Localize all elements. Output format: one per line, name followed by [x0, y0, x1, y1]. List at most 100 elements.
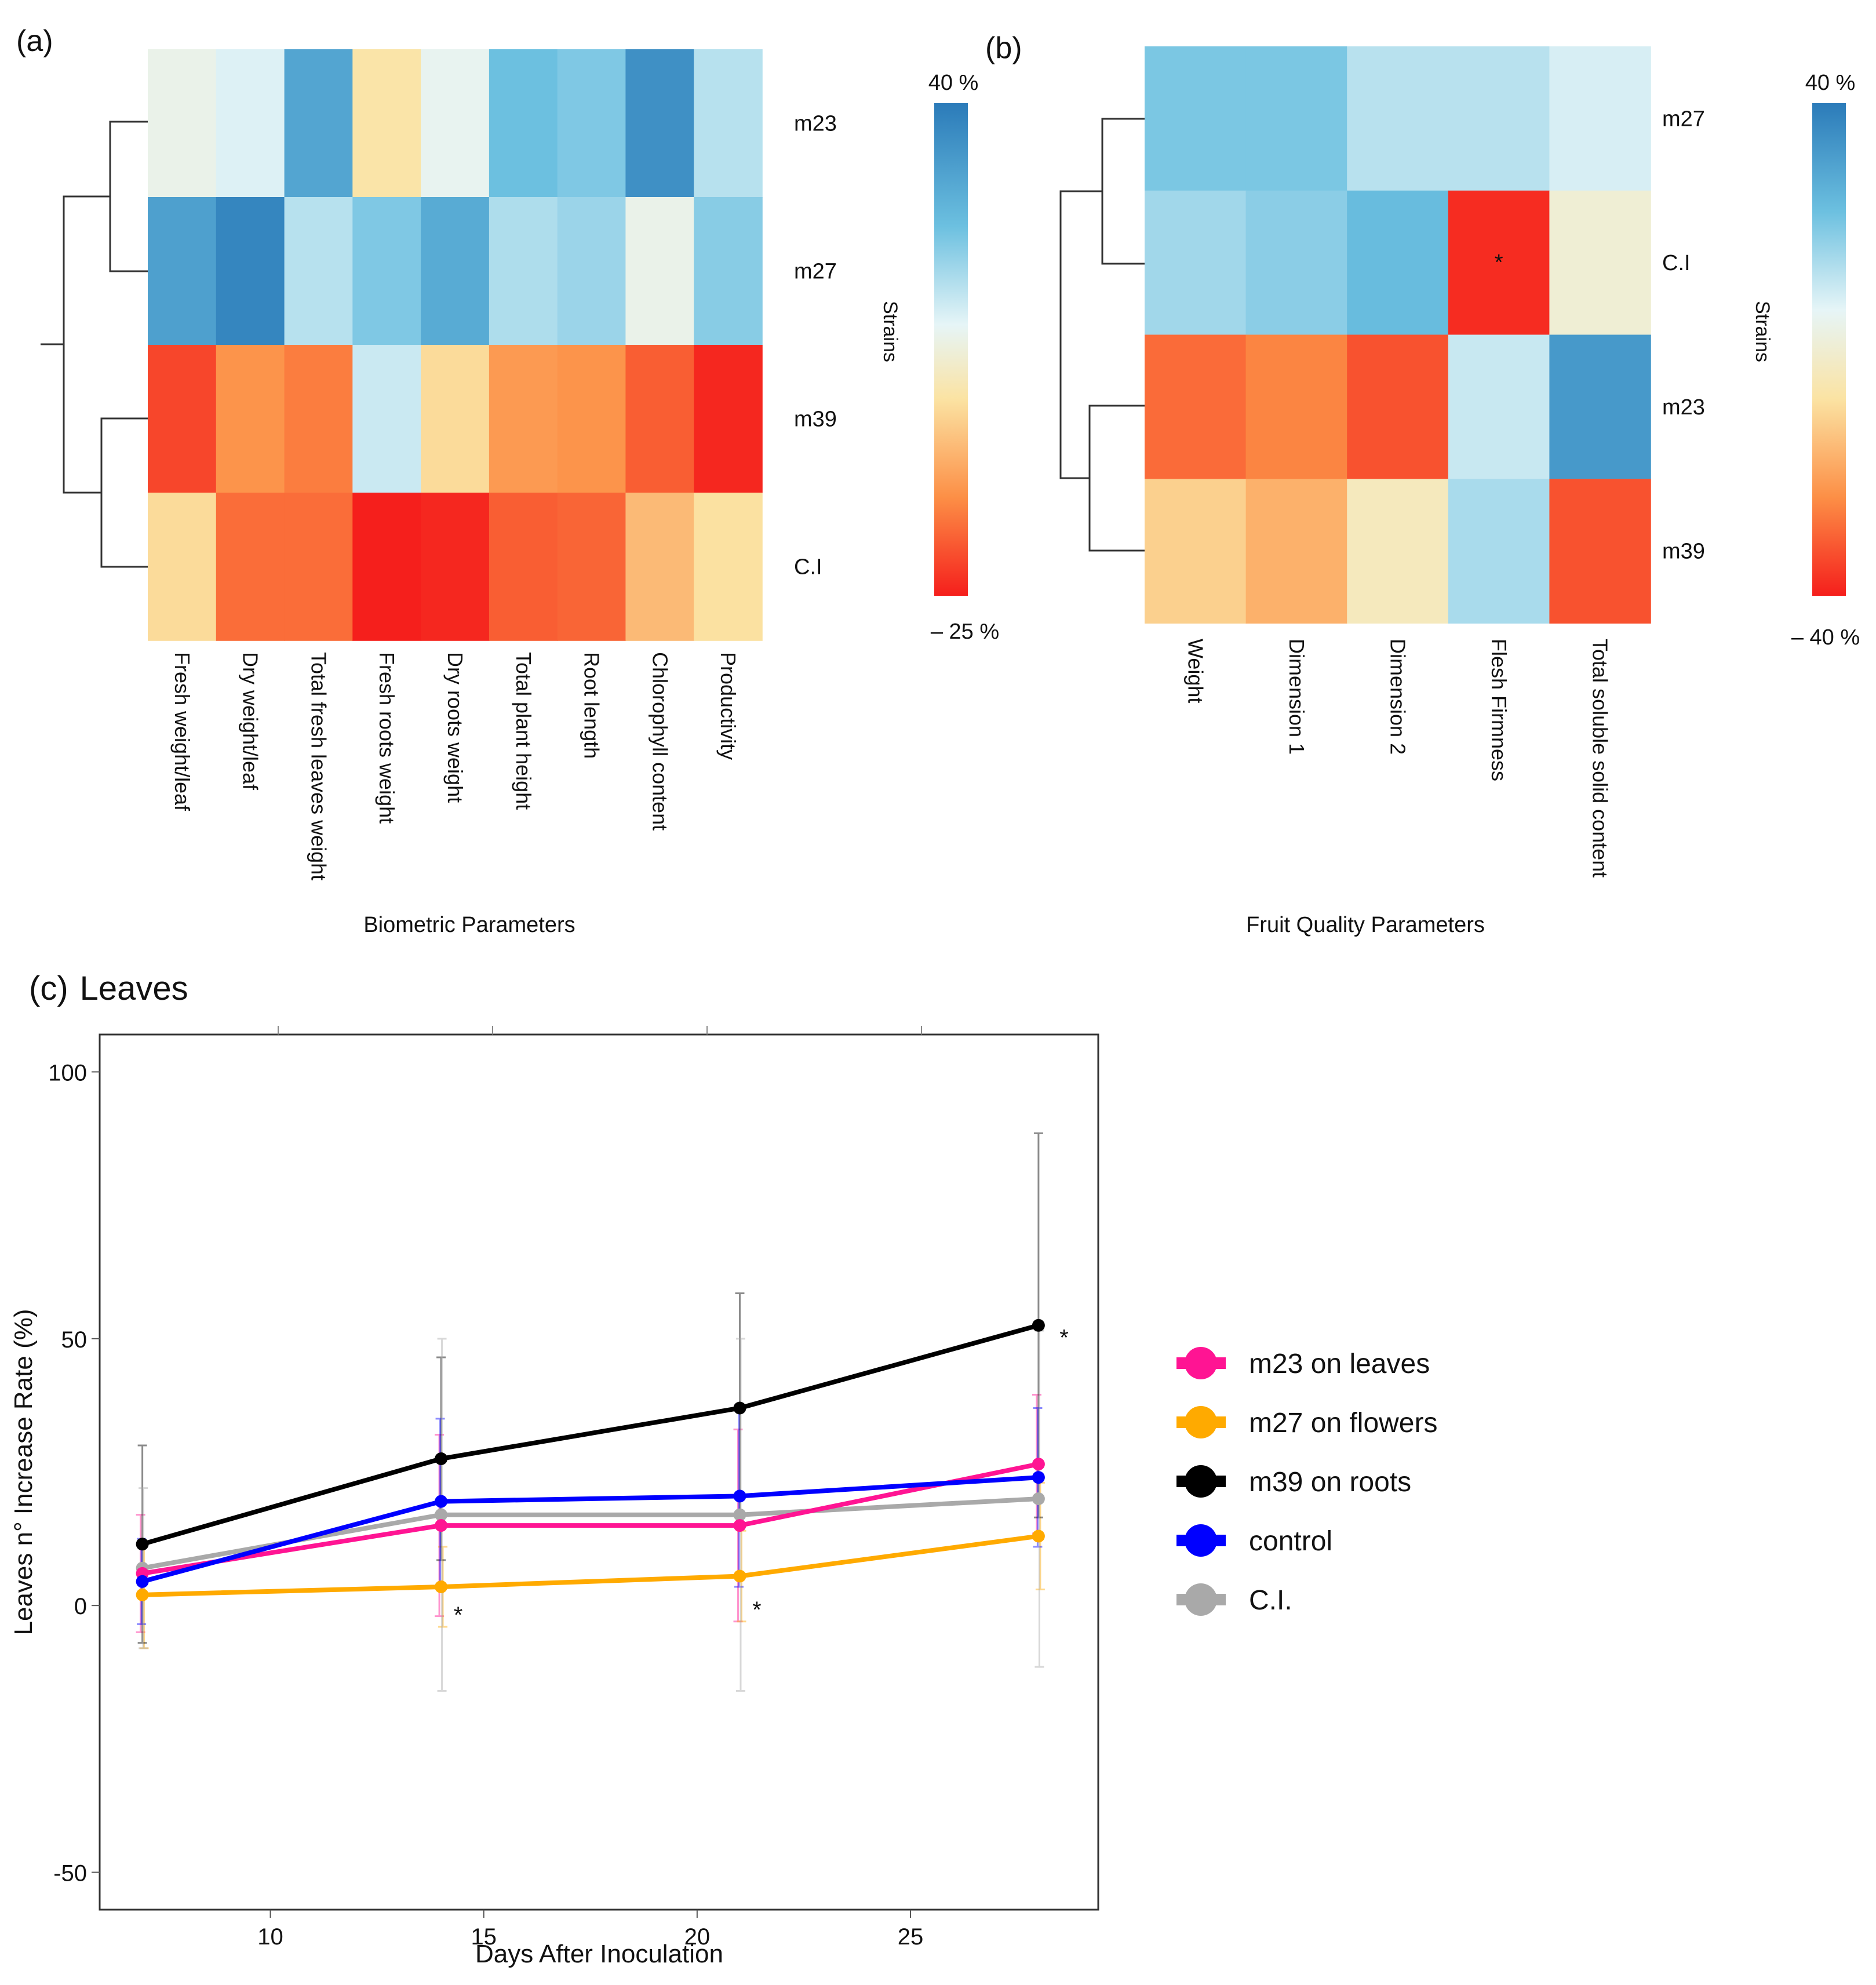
heatmap-b-xlabel: Fruit Quality Parameters	[1246, 913, 1485, 937]
colorbar-a	[934, 103, 968, 596]
series-line	[141, 1462, 1039, 1576]
legend-item: m39 on roots	[1176, 1465, 1411, 1498]
line-chart-top-ticks	[278, 1026, 922, 1035]
heatmap-cell	[1448, 334, 1550, 480]
colorbar-b	[1812, 103, 1846, 596]
heatmap-cell	[1347, 190, 1449, 336]
heatmap-cell	[1549, 334, 1651, 480]
legend-item: control	[1176, 1524, 1332, 1557]
data-point	[733, 1489, 746, 1503]
heatmap-cell	[557, 493, 626, 641]
line-chart-plot-area	[99, 1033, 1099, 1911]
heatmap-cell	[1448, 190, 1550, 336]
heatmap-column-label: Chlorophyll content	[648, 652, 672, 831]
heatmap-column-label: Productivity	[716, 652, 740, 760]
heatmap-row-label: m27	[1662, 107, 1705, 131]
heatmap-column-label: Dimension 1	[1285, 639, 1309, 755]
data-point	[1032, 1471, 1045, 1484]
heatmap-cell	[421, 49, 490, 198]
line-chart-axes: -50 0 50 100 10 15 20 25	[48, 1060, 923, 1950]
heatmap-cell	[557, 49, 626, 198]
heatmap-cell	[1549, 190, 1651, 336]
legend-item: m23 on leaves	[1176, 1347, 1430, 1379]
x-tick-label: 20	[684, 1924, 711, 1950]
heatmap-column-label: Fresh roots weight	[375, 652, 399, 824]
heatmap-row-label: m39	[794, 407, 837, 432]
heatmap-annotation: *	[1495, 250, 1503, 275]
line-chart-annotations: * * *	[454, 1325, 1069, 1628]
heatmap-cell	[352, 197, 421, 345]
data-point	[435, 1508, 448, 1521]
heatmap-cell	[694, 49, 763, 198]
heatmap-row-label: m39	[1662, 540, 1705, 564]
heatmap-cell	[284, 493, 354, 641]
heatmap-column-label: Dimension 2	[1386, 639, 1410, 755]
heatmap-column-label: Fresh weight/leaf	[170, 652, 194, 811]
heatmap-cell	[216, 49, 285, 198]
heatmap-b-column-labels: Weight Dimension 1 Dimension 2 Flesh Firmne…	[1183, 639, 1612, 877]
heatmap-row-label: C.I	[794, 555, 822, 580]
panel-a-dendrogram	[41, 121, 148, 568]
panel-b-dendrogram	[1059, 118, 1145, 552]
heatmap-cell	[216, 345, 285, 493]
panel-b-label: (b)	[985, 31, 1022, 65]
heatmap-cell	[1245, 46, 1347, 191]
data-point	[136, 1538, 149, 1551]
heatmap-cell	[1245, 190, 1347, 336]
data-point	[435, 1519, 448, 1532]
heatmap-row-label: m23	[794, 112, 837, 136]
colorbar-a-min-label: – 25 %	[931, 620, 999, 644]
data-point	[435, 1580, 448, 1593]
legend-item: m27 on flowers	[1176, 1406, 1437, 1438]
data-point	[1032, 1458, 1045, 1471]
heatmap-cell	[421, 493, 490, 641]
heatmap-b-row-labels: m27 C.I m23 m39	[1662, 107, 1705, 563]
heatmap-cell	[284, 197, 354, 345]
data-point	[1032, 1319, 1045, 1332]
heatmap-cell	[352, 345, 421, 493]
heatmap-b-ylabel: Strains	[1751, 301, 1773, 362]
y-tick-label: 100	[48, 1060, 87, 1086]
legend-label: control	[1249, 1526, 1332, 1557]
heatmap-cell	[1145, 479, 1247, 624]
heatmap-cell	[216, 493, 285, 641]
heatmap-cell	[557, 197, 626, 345]
x-tick-label: 15	[471, 1924, 497, 1950]
heatmap-cell	[1549, 46, 1651, 191]
heatmap-column-label: Total soluble solid content	[1589, 639, 1612, 877]
heatmap-cell	[625, 493, 694, 641]
heatmap-column-label: Dry weight/leaf	[239, 652, 263, 791]
heatmap-cell	[1448, 479, 1550, 624]
data-point	[733, 1508, 746, 1521]
y-tick-label: 0	[74, 1594, 87, 1619]
data-point	[435, 1495, 448, 1508]
heatmap-cell	[1145, 190, 1247, 336]
heatmap-row-label: C.I	[1662, 251, 1691, 275]
data-point	[733, 1569, 746, 1583]
heatmap-cell	[148, 493, 217, 641]
heatmap-cell	[1347, 46, 1449, 191]
heatmap-a-cells	[148, 49, 763, 641]
heatmap-cell	[1448, 46, 1550, 191]
series-line	[141, 1496, 1039, 1571]
heatmap-cell	[694, 493, 763, 641]
line-chart-legend: m23 on leaves m27 on flowers m39 on roots c…	[1176, 1347, 1437, 1616]
heatmap-cell	[694, 197, 763, 345]
heatmap-cell	[148, 345, 217, 493]
heatmap-cell	[489, 493, 558, 641]
heatmap-row-label: m23	[1662, 395, 1705, 420]
heatmap-cell	[1549, 479, 1651, 624]
heatmap-cell	[694, 345, 763, 493]
y-tick-label: 50	[61, 1327, 88, 1353]
heatmap-column-label: Flesh Firmness	[1487, 639, 1511, 781]
heatmap-cell	[421, 197, 490, 345]
heatmap-cell	[625, 197, 694, 345]
heatmap-cell	[1245, 334, 1347, 480]
heatmap-column-label: Total plant height	[512, 652, 536, 810]
data-point	[136, 1588, 149, 1601]
series-line	[141, 1475, 1039, 1584]
colorbar-b-max-label: 40 %	[1805, 71, 1856, 95]
heatmap-cell	[1347, 334, 1449, 480]
data-point	[435, 1452, 448, 1465]
